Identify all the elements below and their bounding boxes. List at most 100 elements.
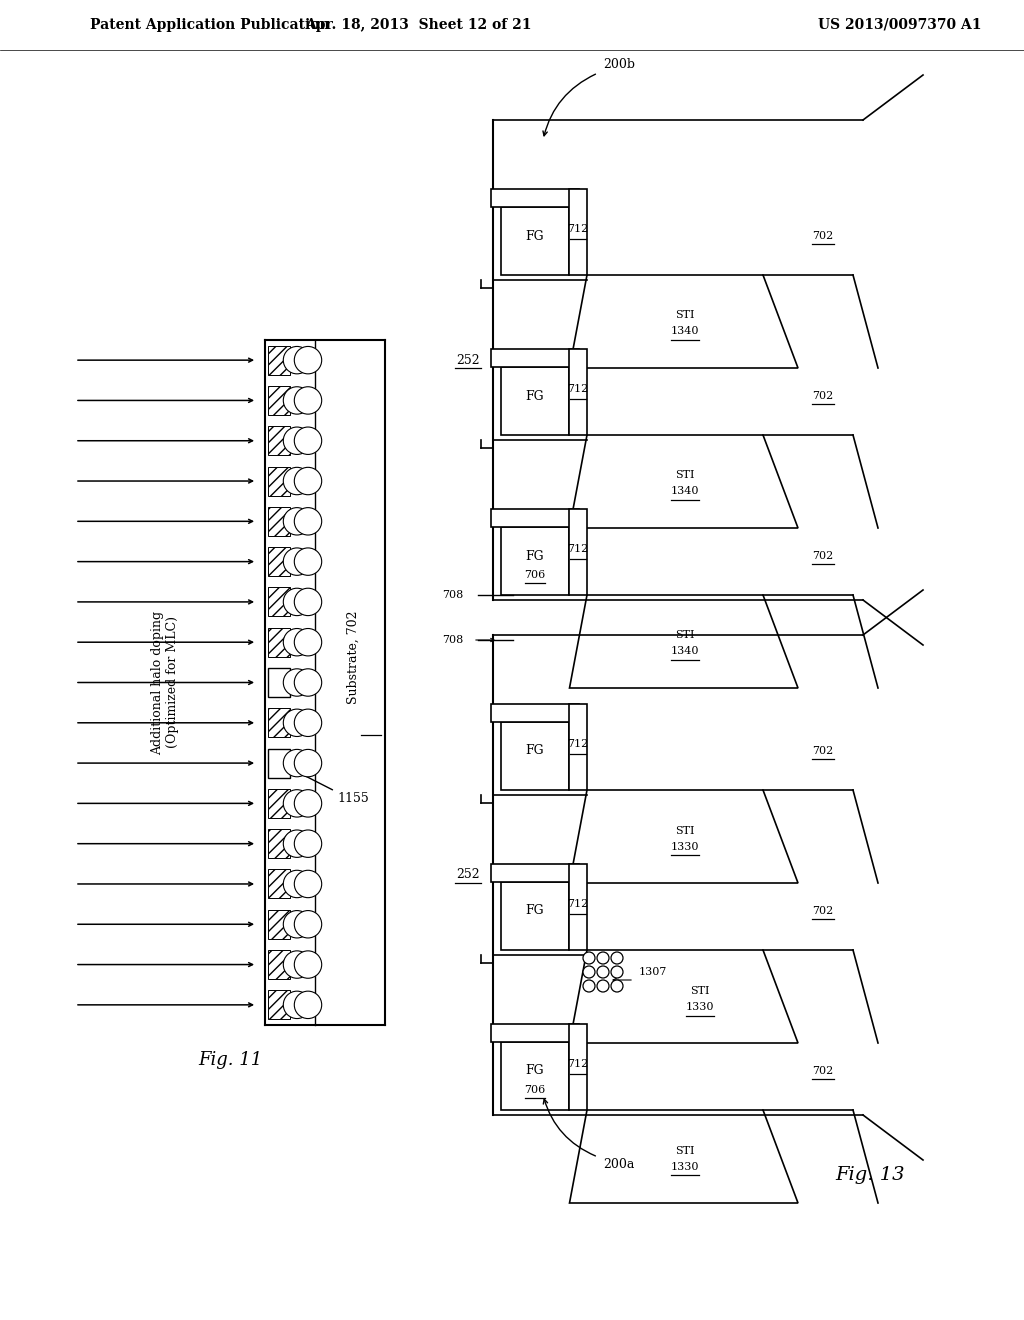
Text: 702: 702 bbox=[812, 550, 834, 561]
Circle shape bbox=[284, 870, 310, 898]
Text: STI: STI bbox=[690, 986, 710, 997]
Text: 702: 702 bbox=[812, 906, 834, 916]
Circle shape bbox=[284, 830, 310, 858]
Circle shape bbox=[294, 911, 322, 939]
Bar bbox=[490, 865, 579, 882]
Bar bbox=[569, 704, 587, 789]
Text: Additional halo doping
(Optimized for MLC): Additional halo doping (Optimized for ML… bbox=[151, 610, 179, 755]
Circle shape bbox=[284, 589, 310, 615]
Circle shape bbox=[284, 991, 310, 1019]
Bar bbox=[268, 709, 290, 738]
Text: 252: 252 bbox=[456, 869, 480, 882]
Circle shape bbox=[294, 346, 322, 374]
Polygon shape bbox=[569, 275, 798, 368]
Circle shape bbox=[597, 966, 609, 978]
Bar bbox=[501, 882, 569, 950]
Polygon shape bbox=[569, 436, 798, 528]
Circle shape bbox=[294, 789, 322, 817]
Circle shape bbox=[611, 979, 623, 993]
Text: Patent Application Publication: Patent Application Publication bbox=[90, 18, 330, 32]
Circle shape bbox=[611, 966, 623, 978]
Bar bbox=[268, 789, 290, 818]
Bar bbox=[569, 189, 587, 275]
Circle shape bbox=[294, 508, 322, 535]
Circle shape bbox=[284, 346, 310, 374]
Text: 1330: 1330 bbox=[686, 1002, 715, 1012]
Circle shape bbox=[284, 950, 310, 978]
Bar bbox=[268, 748, 290, 777]
Bar bbox=[490, 348, 579, 367]
Text: 200a: 200a bbox=[603, 1159, 635, 1172]
Circle shape bbox=[294, 548, 322, 576]
Circle shape bbox=[294, 589, 322, 615]
Text: STI: STI bbox=[675, 1146, 694, 1155]
Text: 702: 702 bbox=[812, 391, 834, 401]
Text: FG: FG bbox=[525, 744, 545, 758]
Circle shape bbox=[284, 548, 310, 576]
Bar bbox=[501, 367, 569, 436]
Text: 1330: 1330 bbox=[671, 1162, 699, 1172]
Circle shape bbox=[294, 387, 322, 414]
Text: STI: STI bbox=[675, 631, 694, 640]
Bar bbox=[268, 668, 290, 697]
Circle shape bbox=[284, 467, 310, 495]
Text: 712: 712 bbox=[567, 1059, 589, 1069]
Text: FG: FG bbox=[525, 549, 545, 562]
Text: 712: 712 bbox=[567, 739, 589, 748]
Bar bbox=[490, 510, 579, 527]
Circle shape bbox=[583, 979, 595, 993]
Text: Apr. 18, 2013  Sheet 12 of 21: Apr. 18, 2013 Sheet 12 of 21 bbox=[305, 18, 531, 32]
Circle shape bbox=[284, 508, 310, 535]
Bar bbox=[490, 1024, 579, 1041]
Circle shape bbox=[611, 952, 623, 964]
Text: Fig. 13: Fig. 13 bbox=[836, 1166, 905, 1184]
Bar bbox=[268, 909, 290, 939]
Circle shape bbox=[284, 911, 310, 939]
Text: Fig. 11: Fig. 11 bbox=[198, 1051, 262, 1069]
Bar bbox=[268, 426, 290, 455]
Bar bbox=[268, 870, 290, 899]
Polygon shape bbox=[569, 595, 798, 688]
Circle shape bbox=[294, 467, 322, 495]
Text: FG: FG bbox=[525, 389, 545, 403]
Circle shape bbox=[294, 950, 322, 978]
Circle shape bbox=[284, 709, 310, 737]
Text: 1340: 1340 bbox=[671, 487, 699, 496]
Text: STI: STI bbox=[675, 470, 694, 480]
Circle shape bbox=[294, 669, 322, 696]
Text: 712: 712 bbox=[567, 224, 589, 234]
Circle shape bbox=[294, 830, 322, 858]
Circle shape bbox=[583, 966, 595, 978]
Text: Substrate, 702: Substrate, 702 bbox=[346, 611, 359, 705]
Text: 706: 706 bbox=[524, 1085, 546, 1096]
Bar bbox=[490, 189, 579, 207]
Text: FG: FG bbox=[525, 1064, 545, 1077]
Bar bbox=[268, 990, 290, 1019]
Circle shape bbox=[583, 952, 595, 964]
Bar bbox=[268, 628, 290, 657]
Circle shape bbox=[284, 387, 310, 414]
Circle shape bbox=[597, 979, 609, 993]
Bar bbox=[268, 346, 290, 375]
Circle shape bbox=[597, 952, 609, 964]
Text: 702: 702 bbox=[812, 746, 834, 756]
Text: 712: 712 bbox=[567, 544, 589, 554]
Text: 708: 708 bbox=[441, 590, 463, 601]
Bar bbox=[501, 722, 569, 789]
Circle shape bbox=[294, 628, 322, 656]
Text: 702: 702 bbox=[812, 1067, 834, 1076]
Text: 712: 712 bbox=[567, 899, 589, 909]
Circle shape bbox=[294, 709, 322, 737]
Text: 200b: 200b bbox=[603, 58, 635, 71]
Text: 1330: 1330 bbox=[671, 842, 699, 851]
Polygon shape bbox=[569, 1110, 798, 1203]
Bar bbox=[490, 704, 579, 722]
Bar bbox=[569, 1024, 587, 1110]
Circle shape bbox=[294, 870, 322, 898]
Bar bbox=[569, 510, 587, 595]
Circle shape bbox=[284, 628, 310, 656]
Circle shape bbox=[284, 669, 310, 696]
Text: 1340: 1340 bbox=[671, 326, 699, 337]
Circle shape bbox=[284, 750, 310, 776]
Bar bbox=[268, 829, 290, 858]
